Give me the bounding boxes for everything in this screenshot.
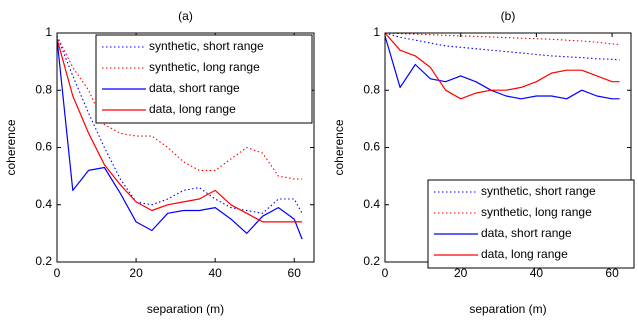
legend-label: data, long range: [149, 102, 236, 116]
chart-panel-a: (a) separation (m) coherence 0 20 40 60 0.2 0.4 0…: [4, 9, 315, 316]
x-axis-label: separation (m): [469, 302, 546, 316]
y-tick-label: 0.2: [363, 254, 380, 268]
series-line-synthetic-short-range: [57, 35, 303, 214]
y-tick-label: 0.4: [35, 197, 52, 211]
y-tick-label: 1: [45, 25, 52, 39]
legend-box: [95, 34, 313, 124]
x-axis-label: separation (m): [147, 302, 224, 316]
x-tick-label: 40: [530, 266, 544, 280]
x-tick-label: 60: [605, 266, 619, 280]
legend: synthetic, short range synthetic, long ra…: [427, 179, 635, 269]
legend-label: data, short range: [149, 81, 240, 95]
legend-label: synthetic, short range: [481, 184, 596, 198]
y-tick-label: 0.8: [363, 82, 380, 96]
y-tick-label: 1: [373, 25, 380, 39]
x-tick-label: 60: [288, 266, 302, 280]
x-tick-label: 0: [382, 266, 389, 280]
x-tick-label: 0: [54, 266, 61, 280]
legend-label: data, short range: [481, 226, 572, 240]
chart-panel-b: (b) separation (m) coherence 0 20 40 60 0.2 0.4 0…: [332, 9, 635, 316]
series-line-data-short-range: [385, 35, 620, 100]
x-tick-label: 20: [129, 266, 143, 280]
legend-label: synthetic, long range: [481, 205, 592, 219]
chart-title: (a): [178, 9, 193, 23]
y-axis-label: coherence: [332, 119, 346, 175]
legend-label: synthetic, long range: [149, 60, 260, 74]
legend-label: data, long range: [481, 247, 568, 261]
y-tick-label: 0.6: [363, 140, 380, 154]
legend: synthetic, short range synthetic, long ra…: [95, 34, 313, 124]
series-group: [385, 33, 620, 100]
series-line-data-long-range: [57, 38, 303, 223]
y-tick-label: 0.4: [363, 197, 380, 211]
y-tick-label: 0.8: [35, 82, 52, 96]
y-axis-label: coherence: [4, 119, 18, 175]
y-tick-label: 0.2: [35, 254, 52, 268]
series-line-data-short-range: [57, 38, 303, 240]
series-line-data-long-range: [385, 33, 620, 100]
x-tick-label: 20: [454, 266, 468, 280]
x-tick-label: 40: [208, 266, 222, 280]
legend-box: [427, 179, 635, 269]
series-line-synthetic-long-range: [385, 33, 620, 46]
legend-label: synthetic, short range: [149, 39, 264, 53]
series-line-synthetic-short-range: [385, 33, 620, 61]
y-tick-label: 0.6: [35, 140, 52, 154]
chart-title: (b): [501, 9, 516, 23]
